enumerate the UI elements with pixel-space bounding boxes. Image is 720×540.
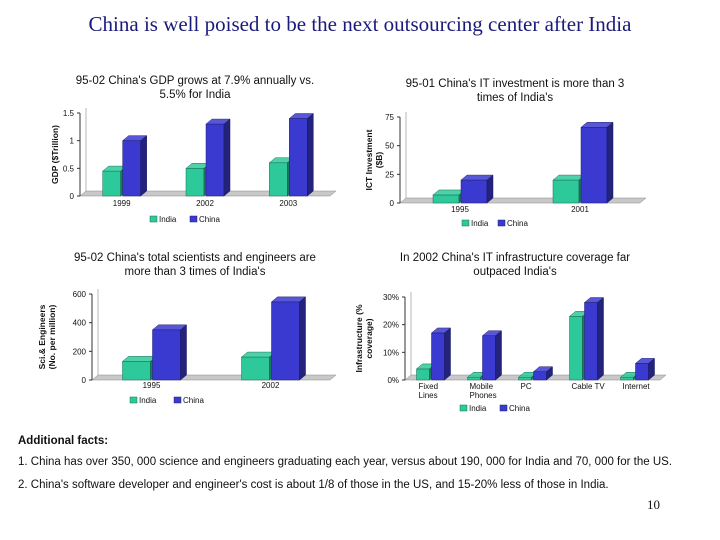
bar-side-china	[307, 112, 314, 197]
y-tick-label: 1.5	[63, 109, 75, 118]
x-tick-label: 2003	[279, 199, 297, 208]
bar-india	[518, 376, 532, 381]
x-tick-label: Mobile	[470, 382, 494, 391]
legend-swatch-india	[461, 219, 470, 227]
legend-label-india: India	[159, 215, 177, 224]
y-axis-label: ($B)	[374, 152, 384, 169]
y-tick-label: 600	[73, 290, 87, 299]
gdp-chart-title-line-2: 5.5% for India	[159, 89, 231, 101]
y-tick-label: 30%	[383, 293, 399, 302]
y-tick-label: 400	[73, 319, 87, 328]
legend-swatch-india	[129, 396, 138, 404]
infrastructure-chart-title: In 2002 China's IT infrastructure covera…	[370, 251, 660, 279]
y-tick-label: 25	[385, 170, 394, 179]
infrastructure-chart-title-line-1: In 2002 China's IT infrastructure covera…	[399, 252, 631, 264]
legend-label-india: India	[471, 219, 489, 228]
it-investment-chart-title-line-2: times of India's	[476, 92, 554, 104]
y-tick-label: 75	[385, 113, 394, 122]
legend-label-china: China	[199, 215, 220, 224]
y-tick-label: 1	[70, 137, 75, 146]
x-tick-label: Internet	[623, 382, 651, 391]
legend-label-india: India	[469, 404, 487, 413]
y-tick-label: 0%	[387, 376, 399, 385]
bar-side-china	[223, 118, 231, 197]
gdp-chart-title: 95-02 China's GDP grows at 7.9% annually…	[50, 74, 340, 102]
y-tick-label: 20%	[383, 321, 399, 330]
y-axis-label: Sci.& Engineers	[37, 304, 47, 369]
y-tick-label: 200	[73, 347, 87, 356]
bar-side-china	[546, 366, 553, 381]
x-tick-label: 2002	[196, 199, 214, 208]
legend-label-india: India	[139, 396, 157, 405]
bar-side-china	[180, 324, 187, 381]
gdp-chart-title-line-1: 95-02 China's GDP grows at 7.9% annually…	[75, 75, 315, 87]
bar-india	[467, 376, 481, 381]
y-axis-label: (No. per million)	[47, 304, 57, 369]
legend-label-china: China	[507, 219, 528, 228]
additional-facts: Additional facts: 1. China has over 350,…	[18, 435, 708, 502]
y-tick-label: 0.5	[63, 164, 75, 173]
x-tick-label: 2001	[571, 205, 589, 214]
x-tick-label: Cable TV	[572, 382, 606, 391]
legend-swatch-india	[149, 215, 158, 223]
x-tick-label: PC	[521, 382, 532, 391]
y-tick-label: 0	[70, 192, 75, 201]
it-investment-chart-title: 95-01 China's IT investment is more than…	[370, 77, 660, 105]
y-tick-label: 0	[390, 199, 395, 208]
infrastructure-chart-title-line-2: outpaced India's	[473, 266, 557, 278]
y-axis-label: ICT Investment	[364, 129, 374, 190]
bar-china	[533, 371, 547, 381]
bar-side-china	[140, 135, 147, 197]
fact-item: 2. China's software developer and engine…	[18, 479, 609, 491]
legend-label-china: China	[183, 396, 204, 405]
legend-swatch-china	[497, 219, 506, 227]
y-tick-label: 10%	[383, 348, 399, 357]
it-investment-chart-title-line-1: 95-01 China's IT investment is more than…	[405, 78, 625, 90]
legend-label-china: China	[509, 404, 530, 413]
slide-title: China is well poised to be the next outs…	[88, 12, 632, 36]
bar-india	[620, 376, 634, 381]
additional-facts-heading: Additional facts:	[18, 435, 109, 447]
scientists-chart-title-line-1: 95-02 China's total scientists and engin…	[74, 252, 316, 264]
x-tick-label: 1999	[113, 199, 131, 208]
bar-china	[584, 302, 598, 381]
bar-india	[569, 316, 583, 381]
bar-side-china	[597, 296, 604, 381]
y-axis-label: coverage)	[364, 318, 374, 358]
legend-swatch-india	[459, 404, 468, 412]
y-tick-label: 0	[82, 376, 87, 385]
bar-side-china	[444, 327, 451, 381]
x-tick-label: Fixed	[419, 382, 439, 391]
bar-side-china	[606, 121, 614, 204]
page-number: 10	[647, 497, 660, 512]
bar-china	[431, 332, 445, 381]
y-axis-label: Infrastructure (%	[354, 304, 364, 372]
scientists-chart-title: 95-02 China's total scientists and engin…	[40, 251, 350, 279]
legend-swatch-china	[173, 396, 182, 404]
fact-item: 1. China has over 350, 000 science and e…	[18, 456, 673, 468]
bar-side-china	[648, 357, 655, 381]
bar-china	[635, 363, 649, 381]
x-tick-label: 2002	[262, 381, 280, 390]
legend-swatch-china	[499, 404, 508, 412]
x-tick-label: Lines	[419, 391, 438, 400]
bar-china	[482, 335, 496, 381]
y-tick-label: 50	[385, 142, 394, 151]
bar-china	[152, 329, 181, 381]
bar-side-china	[495, 330, 502, 381]
bar-india	[416, 368, 430, 381]
legend-swatch-china	[189, 215, 198, 223]
x-tick-label: 1995	[451, 205, 469, 214]
x-tick-label: Phones	[470, 391, 497, 400]
scientists-chart-title-line-2: more than 3 times of India's	[124, 266, 266, 278]
bar-side-china	[299, 296, 306, 381]
y-axis-label: GDP ($Trillion)	[50, 125, 60, 184]
x-tick-label: 1995	[143, 381, 161, 390]
bar-side-china	[486, 174, 494, 204]
